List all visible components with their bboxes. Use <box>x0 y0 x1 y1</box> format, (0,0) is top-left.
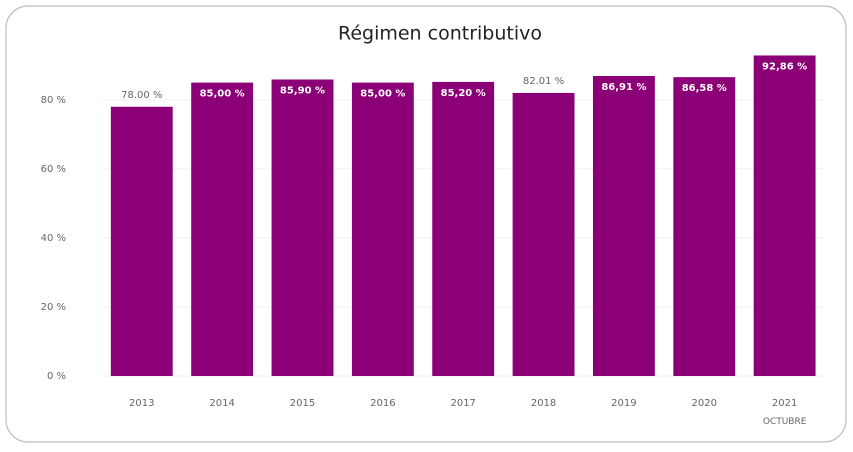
x-tick-label: 2021 OCTUBRE <box>763 398 807 427</box>
x-tick-label: 2016 <box>370 398 395 409</box>
y-tick-label: 0 % <box>47 371 66 382</box>
data-label: 78.00 % <box>121 90 162 101</box>
y-tick-label: 80 % <box>41 95 66 106</box>
bar <box>673 77 736 376</box>
chart-title: Régimen contributivo <box>338 23 542 45</box>
bar <box>110 106 173 376</box>
x-tick-label: 2014 <box>209 398 234 409</box>
x-tick-label: 2018 <box>531 398 556 409</box>
data-label: 85,00 % <box>200 89 245 100</box>
y-tick-label: 40 % <box>41 233 66 244</box>
bar <box>271 79 334 376</box>
x-tick-label: 2013 <box>129 398 154 409</box>
bar <box>432 81 495 376</box>
x-tick-label: 2017 <box>450 398 475 409</box>
bar <box>351 82 414 376</box>
x-tick-label: 2020 <box>692 398 717 409</box>
data-label: 85,20 % <box>441 88 486 99</box>
bar <box>512 92 575 376</box>
data-label: 85,90 % <box>280 86 325 97</box>
data-label: 85,00 % <box>360 89 405 100</box>
x-tick-label: 2019 <box>611 398 636 409</box>
bar <box>191 82 254 376</box>
data-label: 82.01 % <box>523 76 564 87</box>
bar <box>592 76 655 376</box>
x-tick-label: 2015 <box>290 398 315 409</box>
y-tick-label: 60 % <box>41 164 66 175</box>
data-label: 92,86 % <box>762 61 807 72</box>
y-tick-label: 20 % <box>41 302 66 313</box>
bar <box>753 55 816 377</box>
data-label: 86,58 % <box>682 83 727 94</box>
data-label: 86,91 % <box>601 82 646 93</box>
